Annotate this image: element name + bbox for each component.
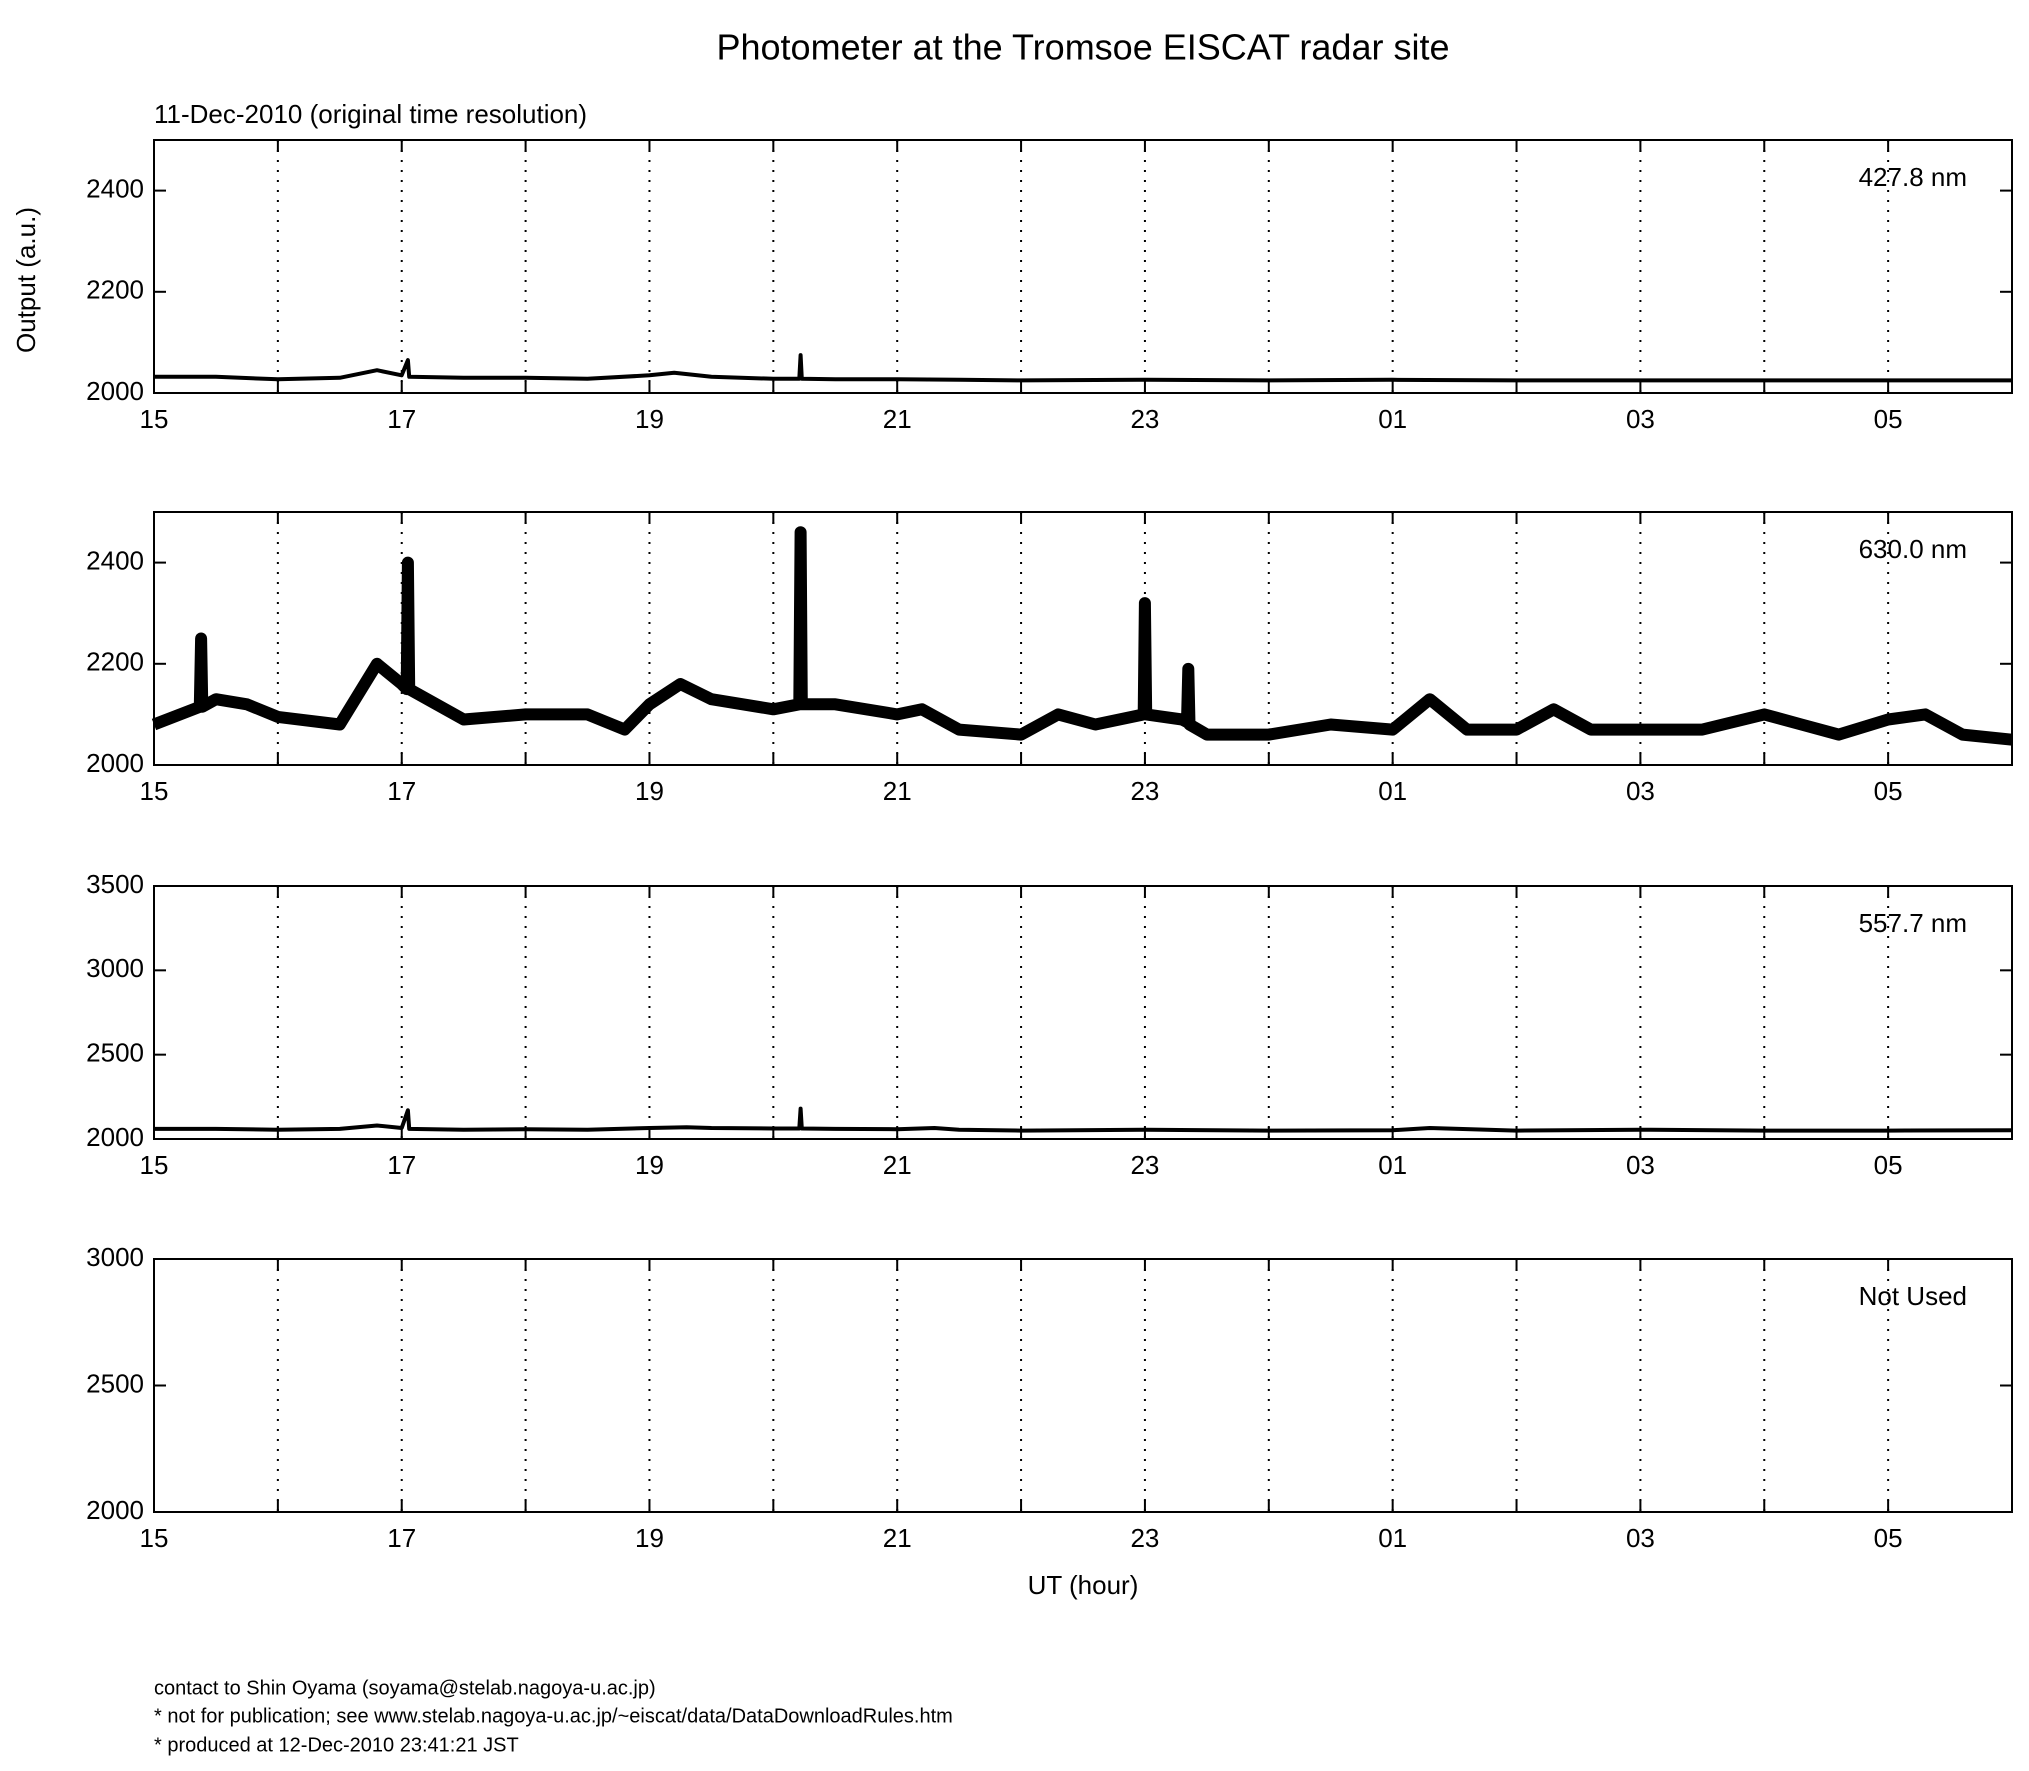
x-tick-label: 03 (1626, 776, 1655, 806)
y-tick-label: 3500 (86, 869, 144, 899)
panel-label: 557.7 nm (1859, 908, 1967, 938)
note: * not for publication; see www.stelab.na… (154, 1705, 953, 1727)
x-tick-label: 05 (1874, 404, 1903, 434)
x-tick-label: 01 (1378, 776, 1407, 806)
y-tick-label: 2500 (86, 1038, 144, 1068)
x-tick-label: 19 (635, 1523, 664, 1553)
x-axis-label: UT (hour) (1028, 1570, 1139, 1600)
x-tick-label: 01 (1378, 404, 1407, 434)
x-tick-label: 17 (387, 1523, 416, 1553)
x-tick-label: 03 (1626, 1523, 1655, 1553)
x-tick-label: 01 (1378, 1523, 1407, 1553)
y-tick-label: 3000 (86, 1242, 144, 1272)
y-tick-label: 2400 (86, 173, 144, 203)
x-tick-label: 01 (1378, 1150, 1407, 1180)
x-tick-label: 23 (1130, 1150, 1159, 1180)
x-tick-label: 15 (140, 1150, 169, 1180)
data-line (154, 353, 2012, 383)
x-tick-label: 03 (1626, 404, 1655, 434)
x-tick-label: 21 (883, 1523, 912, 1553)
data-line (151, 526, 2013, 746)
y-tick-label: 2200 (86, 275, 144, 305)
axes-frame (153, 885, 2013, 1140)
axes-frame (153, 511, 2013, 766)
panel-label: 427.8 nm (1859, 162, 1967, 192)
title: Photometer at the Tromsoe EISCAT radar s… (717, 27, 1450, 68)
y-tick-label: 2500 (86, 1368, 144, 1398)
y-tick-label: 2000 (86, 748, 144, 778)
x-tick-label: 21 (883, 404, 912, 434)
y-axis-label: Output (a.u.) (11, 207, 41, 353)
axes-frame (153, 139, 2013, 394)
y-tick-label: 3000 (86, 953, 144, 983)
axes-frame (153, 1258, 2013, 1513)
x-tick-label: 15 (140, 776, 169, 806)
y-tick-label: 2000 (86, 1122, 144, 1152)
x-tick-label: 17 (387, 1150, 416, 1180)
y-tick-label: 2000 (86, 376, 144, 406)
x-tick-label: 19 (635, 776, 664, 806)
x-tick-label: 05 (1874, 776, 1903, 806)
x-tick-label: 05 (1874, 1150, 1903, 1180)
y-tick-label: 2200 (86, 647, 144, 677)
subtitle: 11-Dec-2010 (original time resolution) (154, 99, 587, 129)
x-tick-label: 17 (387, 776, 416, 806)
x-tick-label: 17 (387, 404, 416, 434)
x-tick-label: 15 (140, 404, 169, 434)
note: contact to Shin Oyama (soyama@stelab.nag… (154, 1677, 656, 1699)
x-tick-label: 23 (1130, 776, 1159, 806)
x-tick-label: 05 (1874, 1523, 1903, 1553)
y-tick-label: 2000 (86, 1495, 144, 1525)
x-tick-label: 23 (1130, 404, 1159, 434)
panel-label: Not Used (1859, 1281, 1967, 1311)
x-tick-label: 19 (635, 404, 664, 434)
x-tick-label: 21 (883, 776, 912, 806)
note: * produced at 12-Dec-2010 23:41:21 JST (154, 1734, 519, 1756)
y-tick-label: 2400 (86, 545, 144, 575)
x-tick-label: 21 (883, 1150, 912, 1180)
panel-label: 630.0 nm (1859, 534, 1967, 564)
data-line (154, 1106, 2013, 1133)
x-tick-label: 03 (1626, 1150, 1655, 1180)
x-tick-label: 19 (635, 1150, 664, 1180)
x-tick-label: 15 (140, 1523, 169, 1553)
x-tick-label: 23 (1130, 1523, 1159, 1553)
